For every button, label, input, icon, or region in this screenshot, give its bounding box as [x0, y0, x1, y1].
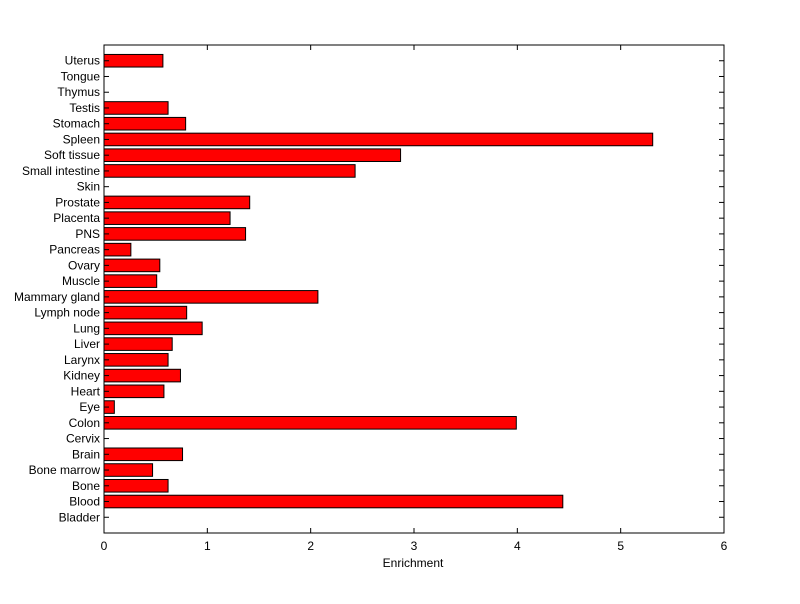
y-tick-label-lymph-node: Lymph node: [34, 306, 100, 320]
y-tick-label-uterus: Uterus: [65, 54, 100, 68]
x-tick-label-4: 4: [514, 539, 521, 553]
y-tick-label-eye: Eye: [79, 400, 100, 414]
bar-heart: [103, 384, 165, 399]
y-tick-label-spleen: Spleen: [63, 132, 100, 146]
bar-ovary: [103, 258, 161, 273]
bar-mammary-gland: [103, 290, 319, 304]
plot-area: [104, 45, 724, 533]
y-tick-label-kidney: Kidney: [63, 369, 100, 383]
y-tick-label-heart: Heart: [71, 384, 101, 398]
plot-frame: [103, 44, 725, 534]
y-tick-label-lung: Lung: [73, 321, 100, 335]
bar-larynx: [103, 353, 169, 367]
x-tick-label-0: 0: [101, 539, 108, 553]
y-tick-label-thymus: Thymus: [57, 85, 100, 99]
bar-soft-tissue: [103, 148, 402, 162]
y-tick-label-small-intestine: Small intestine: [22, 164, 100, 178]
y-tick-label-mammary-gland: Mammary gland: [14, 290, 100, 304]
y-tick-label-soft-tissue: Soft tissue: [44, 148, 100, 162]
bar-pns: [103, 227, 247, 241]
bar-spleen: [103, 132, 654, 147]
y-tick-label-cervix: Cervix: [66, 432, 100, 446]
y-tick-label-pns: PNS: [75, 227, 100, 241]
y-tick-label-testis: Testis: [69, 101, 100, 115]
bar-testis: [103, 101, 169, 115]
bar-bone-marrow: [103, 463, 154, 477]
y-tick-label-brain: Brain: [72, 447, 100, 461]
x-tick-label-3: 3: [411, 539, 418, 553]
x-tick-label-5: 5: [617, 539, 624, 553]
x-tick-label-1: 1: [204, 539, 211, 553]
y-tick-label-tongue: Tongue: [61, 69, 101, 83]
bar-lung: [103, 321, 203, 336]
bar-bone: [103, 478, 169, 493]
x-tick-label-2: 2: [307, 539, 314, 553]
y-tick-label-bone-marrow: Bone marrow: [29, 463, 101, 477]
y-tick-label-bladder: Bladder: [59, 510, 100, 524]
x-axis-label: Enrichment: [383, 556, 444, 570]
bar-placenta: [103, 211, 231, 225]
y-tick-label-pancreas: Pancreas: [49, 243, 100, 257]
y-tick-label-liver: Liver: [74, 337, 100, 351]
y-tick-label-prostate: Prostate: [55, 195, 100, 209]
bar-brain: [103, 447, 184, 462]
bar-blood: [103, 494, 564, 509]
y-tick-label-larynx: Larynx: [64, 353, 100, 367]
bar-liver: [103, 337, 173, 351]
y-tick-label-stomach: Stomach: [53, 117, 100, 131]
bar-small-intestine: [103, 164, 356, 178]
y-tick-label-muscle: Muscle: [62, 274, 100, 288]
y-tick-label-colon: Colon: [69, 416, 100, 430]
x-tick-label-6: 6: [721, 539, 728, 553]
y-tick-label-placenta: Placenta: [53, 211, 100, 225]
bar-stomach: [103, 116, 187, 131]
y-tick-label-bone: Bone: [72, 479, 100, 493]
bar-lymph-node: [103, 305, 188, 320]
bar-muscle: [103, 274, 158, 288]
ticks-layer: [103, 45, 725, 533]
y-tick-label-blood: Blood: [69, 495, 100, 509]
bar-colon: [103, 416, 517, 430]
bar-prostate: [103, 195, 251, 210]
y-tick-label-skin: Skin: [77, 180, 100, 194]
y-tick-label-ovary: Ovary: [68, 258, 100, 272]
bar-uterus: [103, 53, 164, 68]
bar-kidney: [103, 368, 181, 383]
